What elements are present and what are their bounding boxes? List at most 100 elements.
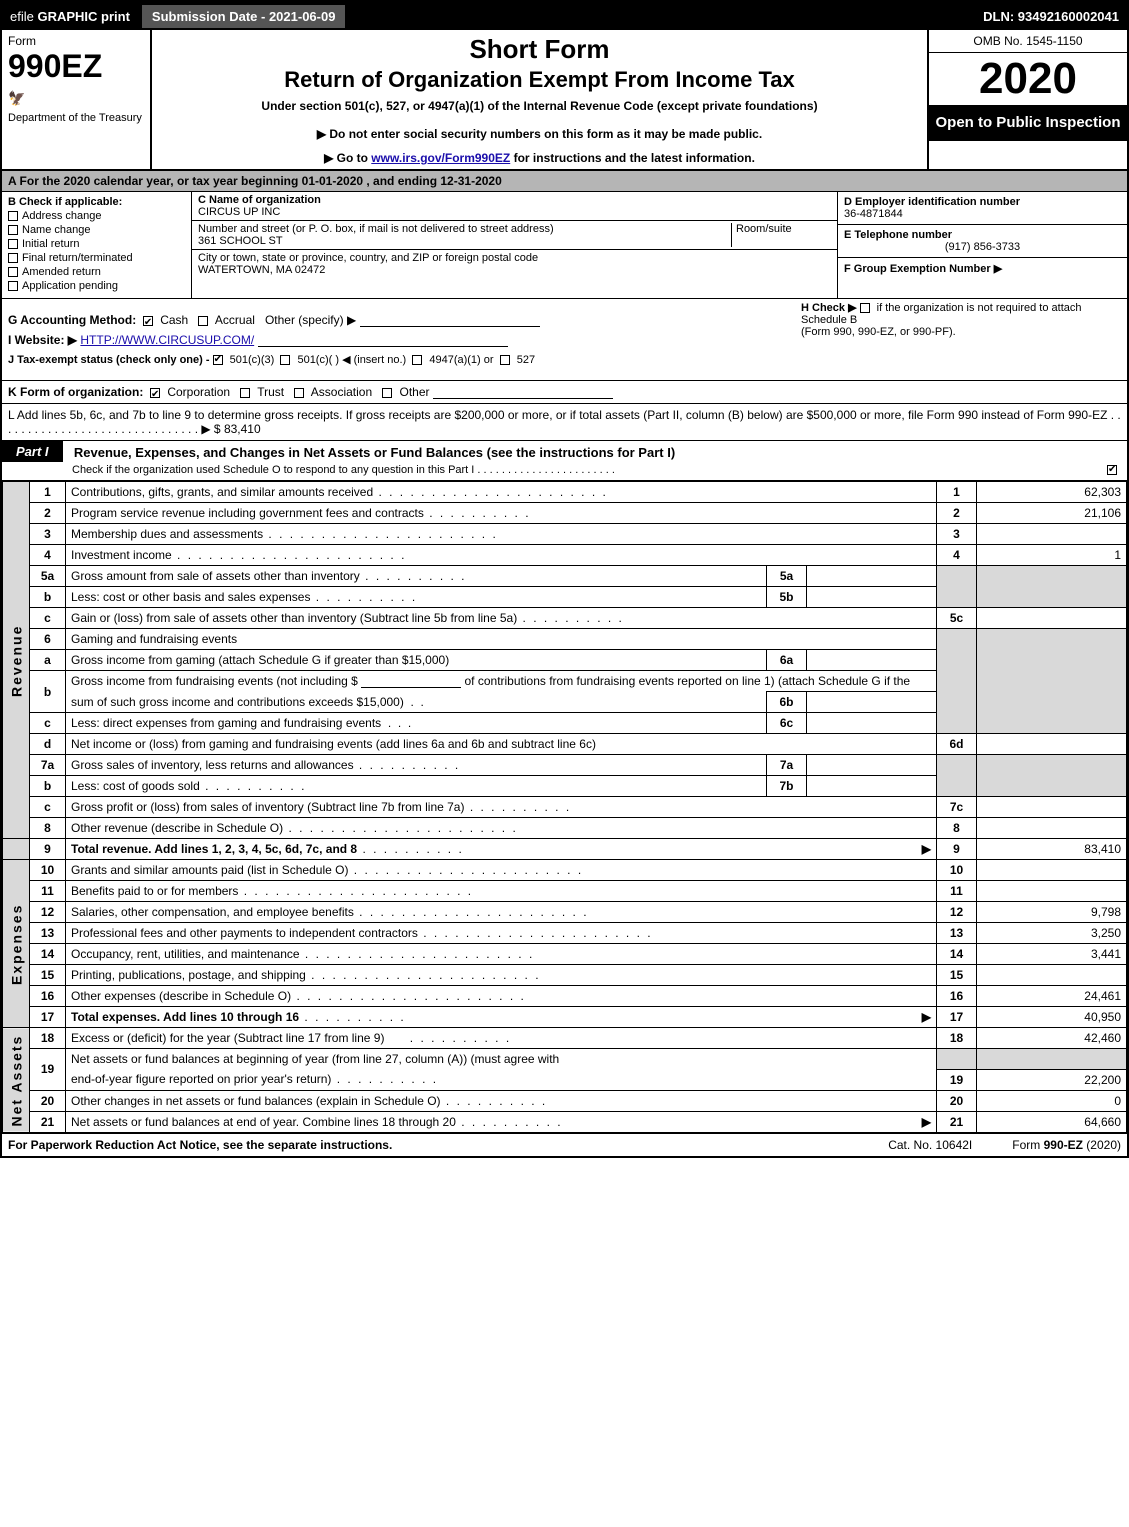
dln: DLN: 93492160002041	[975, 9, 1127, 24]
check-4947[interactable]	[412, 355, 422, 365]
section-f-label: F Group Exemption Number ▶	[844, 263, 1002, 275]
tax-year: 2020	[929, 53, 1127, 105]
city-state-zip: WATERTOWN, MA 02472	[198, 264, 325, 276]
form-number: 990EZ	[8, 50, 144, 82]
open-to-public: Open to Public Inspection	[929, 105, 1127, 141]
line-12: 12 Salaries, other compensation, and emp…	[3, 902, 1127, 923]
submission-date: Submission Date - 2021-06-09	[142, 5, 346, 28]
entity-block: B Check if applicable: Address change Na…	[2, 192, 1127, 299]
other-org-blank	[433, 387, 613, 399]
check-527[interactable]	[500, 355, 510, 365]
section-j: J Tax-exempt status (check only one) - 5…	[8, 353, 1121, 366]
line-6: 6 Gaming and fundraising events	[3, 629, 1127, 650]
ssn-warning: ▶ Do not enter social security numbers o…	[160, 127, 919, 141]
line-20: 20 Other changes in net assets or fund b…	[3, 1090, 1127, 1111]
line-11: 11 Benefits paid to or for members 11	[3, 881, 1127, 902]
line-19-bot: end-of-year figure reported on prior yea…	[3, 1069, 1127, 1090]
line-5c: c Gain or (loss) from sale of assets oth…	[3, 608, 1127, 629]
check-schedule-b[interactable]	[860, 303, 870, 313]
section-j-label: J Tax-exempt status (check only one) -	[8, 354, 213, 366]
section-h-text1: H Check ▶	[801, 302, 860, 314]
fundraising-amount-blank	[361, 676, 461, 688]
expenses-sidelabel: Expenses	[3, 860, 30, 1028]
goto-suffix: for instructions and the latest informat…	[510, 151, 755, 165]
check-name-change[interactable]: Name change	[8, 224, 185, 236]
org-name: CIRCUS UP INC	[198, 206, 280, 218]
check-accrual[interactable]	[198, 316, 208, 326]
page-footer: For Paperwork Reduction Act Notice, see …	[2, 1133, 1127, 1156]
line-8: 8 Other revenue (describe in Schedule O)…	[3, 818, 1127, 839]
check-amended-return[interactable]: Amended return	[8, 266, 185, 278]
form-header: Form 990EZ 🦅 Department of the Treasury …	[2, 30, 1127, 171]
check-other-org[interactable]	[382, 388, 392, 398]
part-1-header: Part I Revenue, Expenses, and Changes in…	[2, 440, 1127, 481]
section-c: C Name of organization CIRCUS UP INC Num…	[192, 192, 837, 298]
street-address: 361 SCHOOL ST	[198, 235, 283, 247]
part-1-table: Revenue 1 Contributions, gifts, grants, …	[2, 481, 1127, 1133]
check-application-pending[interactable]: Application pending	[8, 280, 185, 292]
check-501c[interactable]	[280, 355, 290, 365]
header-left: Form 990EZ 🦅 Department of the Treasury	[2, 30, 152, 169]
check-trust[interactable]	[240, 388, 250, 398]
check-schedule-o-part1[interactable]	[1107, 465, 1117, 475]
goto-prefix: ▶ Go to	[324, 151, 371, 165]
section-l: L Add lines 5b, 6c, and 7b to line 9 to …	[2, 404, 1127, 440]
check-cash[interactable]	[143, 316, 153, 326]
sections-ghij: H Check ▶ if the organization is not req…	[2, 299, 1127, 381]
line-2: 2 Program service revenue including gove…	[3, 503, 1127, 524]
form-title: Return of Organization Exempt From Incom…	[160, 67, 919, 93]
section-g-label: G Accounting Method:	[8, 313, 136, 327]
goto-instructions: ▶ Go to www.irs.gov/Form990EZ for instru…	[160, 151, 919, 165]
check-initial-return[interactable]: Initial return	[8, 238, 185, 250]
goto-link[interactable]: www.irs.gov/Form990EZ	[371, 151, 510, 165]
part-1-sub: Check if the organization used Schedule …	[2, 462, 1127, 480]
efile-prefix: efile	[10, 9, 37, 24]
website-underline	[258, 335, 508, 347]
department: Department of the Treasury	[8, 112, 144, 124]
revenue-sidelabel: Revenue	[3, 482, 30, 839]
part-1-title: Revenue, Expenses, and Changes in Net As…	[66, 445, 675, 460]
check-final-return[interactable]: Final return/terminated	[8, 252, 185, 264]
cat-no: Cat. No. 10642I	[888, 1138, 972, 1152]
section-c-label: C Name of organization	[198, 194, 321, 206]
line-10: Expenses 10 Grants and similar amounts p…	[3, 860, 1127, 881]
line-19-top: 19 Net assets or fund balances at beginn…	[3, 1049, 1127, 1070]
check-corporation[interactable]	[150, 388, 160, 398]
top-bar: efile GRAPHIC print Submission Date - 20…	[2, 2, 1127, 30]
line-4: 4 Investment income 4 1	[3, 545, 1127, 566]
line-17: 17 Total expenses. Add lines 10 through …	[3, 1007, 1127, 1028]
website-link[interactable]: HTTP://WWW.CIRCUSUP.COM/	[80, 333, 254, 347]
check-association[interactable]	[294, 388, 304, 398]
form-ref: Form 990-EZ (2020)	[1012, 1138, 1121, 1152]
line-6d: d Net income or (loss) from gaming and f…	[3, 734, 1127, 755]
section-h-text3: (Form 990, 990-EZ, or 990-PF).	[801, 326, 956, 338]
line-3: 3 Membership dues and assessments 3	[3, 524, 1127, 545]
line-7a: 7a Gross sales of inventory, less return…	[3, 755, 1127, 776]
section-b: B Check if applicable: Address change Na…	[2, 192, 192, 298]
check-address-change[interactable]: Address change	[8, 210, 185, 222]
section-b-label: B Check if applicable:	[8, 196, 185, 208]
line-1: Revenue 1 Contributions, gifts, grants, …	[3, 482, 1127, 503]
room-suite-label: Room/suite	[736, 223, 792, 235]
eagle-icon: 🦅	[8, 90, 25, 107]
section-i-label: I Website: ▶	[8, 333, 77, 347]
line-18: Net Assets 18 Excess or (deficit) for th…	[3, 1028, 1127, 1049]
telephone: (917) 856-3733	[844, 241, 1121, 253]
part-1-tab: Part I	[2, 441, 63, 462]
short-form-title: Short Form	[160, 34, 919, 65]
efile-label: efile GRAPHIC print	[2, 9, 138, 24]
form-990ez-page: efile GRAPHIC print Submission Date - 20…	[0, 0, 1129, 1158]
line-21: 21 Net assets or fund balances at end of…	[3, 1111, 1127, 1132]
omb-number: OMB No. 1545-1150	[929, 30, 1127, 53]
efile-graphic-print: GRAPHIC print	[37, 9, 129, 24]
header-mid: Short Form Return of Organization Exempt…	[152, 30, 927, 169]
ein: 36-4871844	[844, 208, 1121, 220]
section-k-label: K Form of organization:	[8, 385, 143, 399]
addr-label: Number and street (or P. O. box, if mail…	[198, 223, 554, 235]
section-e-label: E Telephone number	[844, 229, 1121, 241]
line-16: 16 Other expenses (describe in Schedule …	[3, 986, 1127, 1007]
section-d-label: D Employer identification number	[844, 196, 1121, 208]
check-501c3[interactable]	[213, 355, 223, 365]
line-15: 15 Printing, publications, postage, and …	[3, 965, 1127, 986]
city-label: City or town, state or province, country…	[198, 252, 538, 264]
